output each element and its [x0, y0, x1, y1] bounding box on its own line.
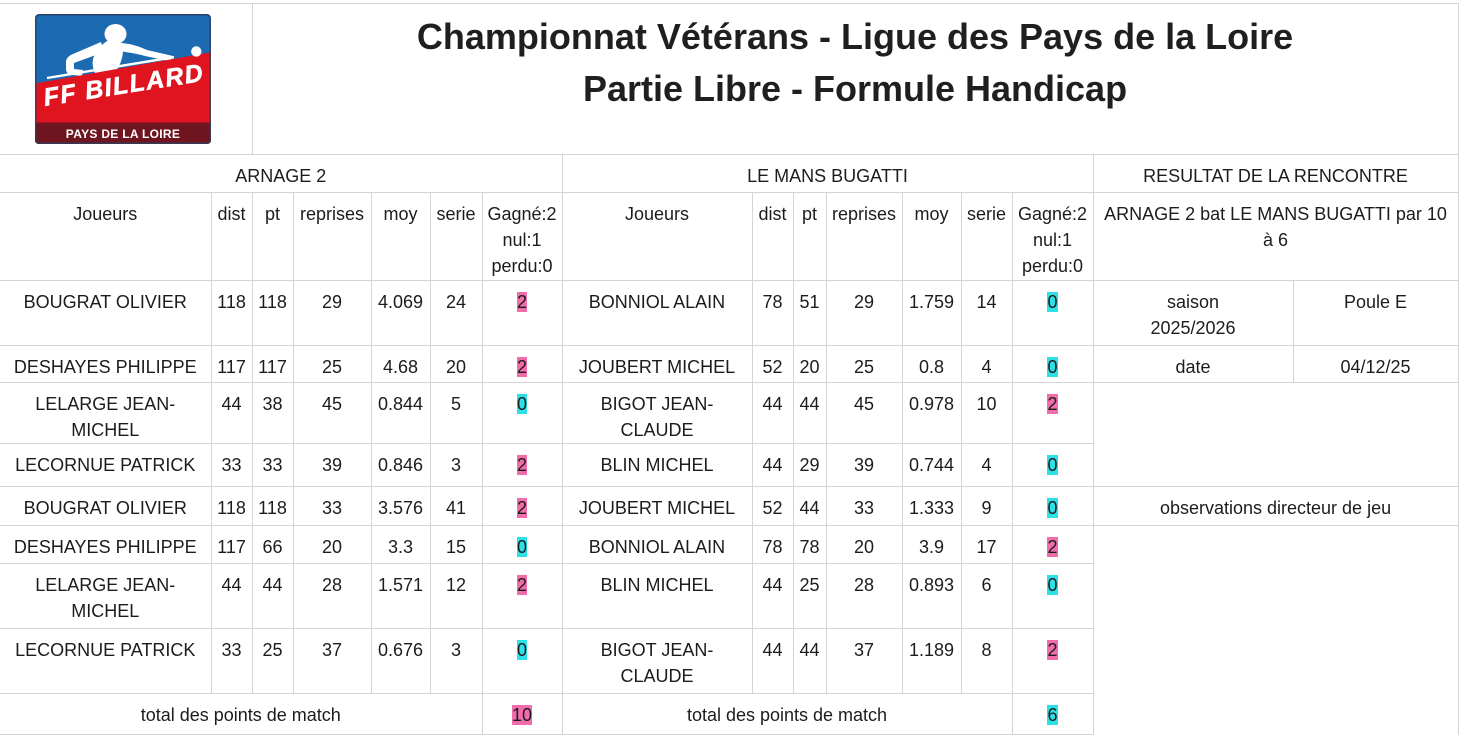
svg-text:PAYS DE LA LOIRE: PAYS DE LA LOIRE [66, 127, 180, 141]
